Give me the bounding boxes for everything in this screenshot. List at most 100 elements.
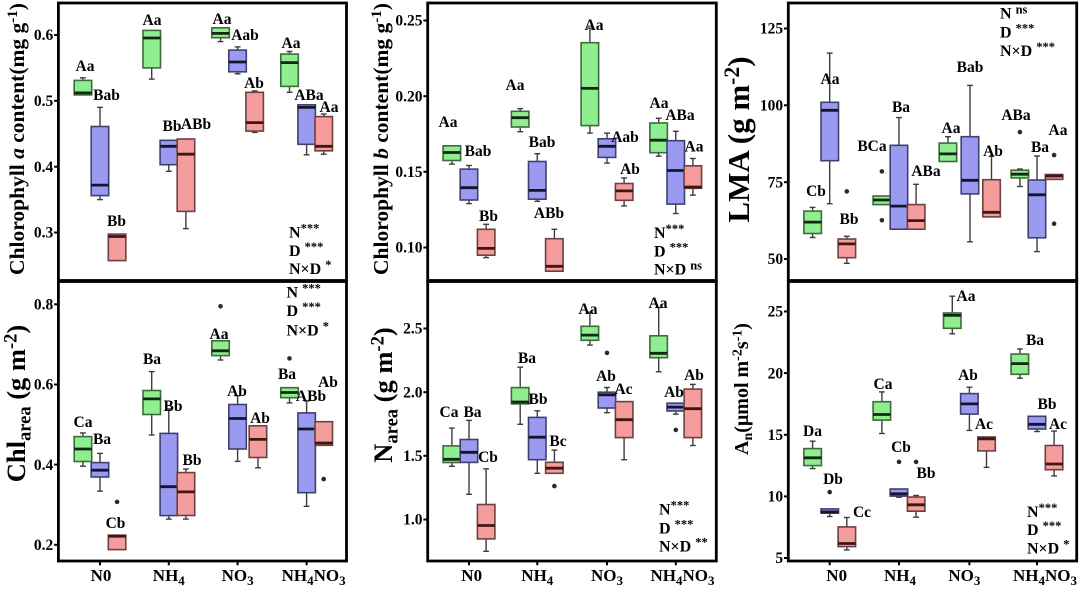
svg-text:Bb: Bb	[917, 465, 936, 482]
svg-text:NH4: NH4	[521, 566, 554, 588]
svg-text:Ba: Ba	[1031, 139, 1049, 156]
svg-text:Ba: Ba	[892, 99, 910, 116]
svg-text:Aa: Aa	[650, 95, 669, 112]
svg-text:N***: N***	[289, 222, 319, 242]
svg-text:2.5: 2.5	[403, 321, 423, 338]
svg-text:LMA (g m-2​): LMA (g m-2​)	[720, 56, 756, 222]
svg-text:Ac: Ac	[1049, 416, 1067, 433]
svg-text:N×D *: N×D *	[289, 258, 331, 278]
svg-text:NH4: NH4	[153, 566, 186, 588]
svg-text:Bb: Bb	[840, 211, 859, 228]
svg-text:Bb: Bb	[183, 452, 202, 469]
svg-text:0.6: 0.6	[34, 27, 54, 44]
svg-text:Bab: Bab	[465, 143, 492, 160]
svg-text:Cb: Cb	[478, 449, 498, 466]
svg-text:Ab: Ab	[958, 367, 978, 384]
svg-text:Narea​ (g m-2​): Narea​ (g m-2​)	[368, 327, 403, 462]
svg-text:ABb: ABb	[534, 205, 564, 222]
svg-text:D ***: D ***	[654, 241, 688, 261]
svg-text:Bb: Bb	[107, 213, 126, 230]
svg-text:An​(μmol m-2​s-1​): An​(μmol m-2​s-1​)	[730, 323, 756, 455]
svg-text:0.2: 0.2	[34, 537, 54, 554]
svg-text:Ab: Ab	[664, 384, 684, 401]
svg-text:Bb: Bb	[163, 118, 182, 135]
svg-text:D ***: D ***	[289, 240, 323, 260]
svg-text:Aa: Aa	[685, 139, 704, 156]
svg-text:1.5: 1.5	[403, 448, 423, 465]
svg-text:Ba: Ba	[143, 351, 161, 368]
svg-text:N×D **: N×D **	[659, 536, 708, 556]
svg-text:NO3: NO3	[222, 566, 255, 588]
svg-text:Aa: Aa	[76, 58, 95, 75]
svg-text:0.15: 0.15	[395, 164, 422, 181]
svg-text:Aa: Aa	[320, 99, 339, 116]
svg-text:ABa: ABa	[294, 87, 324, 104]
svg-text:Aa: Aa	[282, 35, 301, 52]
svg-text:Bb: Bb	[1038, 396, 1057, 413]
svg-text:Cc: Cc	[853, 504, 871, 521]
svg-text:Aa: Aa	[585, 17, 604, 34]
svg-text:N ***: N ***	[287, 282, 321, 302]
svg-text:Ab: Ab	[250, 410, 270, 427]
svg-text:Ca: Ca	[74, 414, 93, 431]
svg-text:D ***: D ***	[287, 300, 321, 320]
svg-text:Da: Da	[803, 423, 822, 440]
svg-text:Ac: Ac	[614, 381, 632, 398]
svg-text:N***: N***	[659, 499, 689, 519]
svg-text:0.4: 0.4	[34, 159, 54, 176]
svg-text:10: 10	[768, 489, 784, 506]
svg-text:Bb: Bb	[164, 398, 183, 415]
svg-text:N0: N0	[91, 566, 112, 585]
svg-text:NH4NO3: NH4NO3	[1013, 566, 1078, 588]
svg-text:Bab: Bab	[93, 87, 120, 104]
svg-text:Cb: Cb	[891, 439, 911, 456]
svg-text:Aab: Aab	[231, 27, 259, 44]
svg-text:Cb: Cb	[806, 183, 826, 200]
svg-text:5: 5	[775, 550, 783, 567]
svg-text:Ca: Ca	[874, 376, 893, 393]
svg-text:N×D *: N×D *	[1027, 538, 1069, 558]
svg-text:Aa: Aa	[506, 77, 525, 94]
svg-text:0.4: 0.4	[34, 457, 54, 474]
svg-text:ABb: ABb	[181, 116, 211, 133]
svg-text:Ab: Ab	[684, 367, 704, 384]
svg-text:N×D ns: N×D ns	[654, 259, 702, 279]
svg-text:N0: N0	[826, 566, 847, 585]
svg-text:Ab: Ab	[596, 368, 616, 385]
svg-text:NH4: NH4	[884, 566, 917, 588]
svg-text:Ba: Ba	[278, 366, 296, 383]
svg-text:Ba: Ba	[463, 404, 481, 421]
svg-text:Aa: Aa	[942, 120, 961, 137]
svg-text:0.6: 0.6	[34, 377, 54, 394]
svg-text:Aa: Aa	[821, 71, 840, 88]
svg-text:Db: Db	[823, 471, 843, 488]
svg-text:0.8: 0.8	[34, 297, 54, 314]
svg-text:D ***: D ***	[1000, 22, 1034, 42]
svg-text:Bab: Bab	[957, 59, 984, 76]
svg-text:Ac: Ac	[975, 416, 993, 433]
svg-text:Bb: Bb	[529, 391, 548, 408]
svg-text:Ab: Ab	[227, 383, 247, 400]
svg-text:Bc: Bc	[549, 433, 566, 450]
svg-text:N0: N0	[461, 566, 482, 585]
svg-text:N***: N***	[1027, 501, 1057, 521]
svg-text:NH4NO3: NH4NO3	[651, 566, 716, 588]
svg-text:Aa: Aa	[213, 11, 232, 28]
svg-text:BCa: BCa	[857, 138, 887, 155]
svg-text:Ab: Ab	[244, 75, 264, 92]
svg-text:Chlorophyll a content(mg g-1​): Chlorophyll a content(mg g-1​)	[5, 3, 29, 275]
svg-text:Ab: Ab	[983, 143, 1003, 160]
svg-text:Chlorophyll b content(mg g-1​): Chlorophyll b content(mg g-1​)	[369, 3, 393, 275]
svg-text:Ba: Ba	[1026, 332, 1044, 349]
svg-text:NH4NO3: NH4NO3	[282, 566, 347, 588]
svg-text:Aa: Aa	[439, 114, 458, 131]
svg-text:Aa: Aa	[1049, 122, 1068, 139]
svg-text:Aa: Aa	[957, 288, 976, 305]
svg-text:100: 100	[760, 98, 784, 115]
svg-text:ABa: ABa	[1001, 107, 1031, 124]
svg-text:Ab: Ab	[318, 374, 338, 391]
svg-text:NO3: NO3	[591, 566, 624, 588]
svg-text:D ***: D ***	[659, 518, 693, 538]
svg-text:Aa: Aa	[579, 301, 598, 318]
svg-text:D ***: D ***	[1027, 519, 1061, 539]
